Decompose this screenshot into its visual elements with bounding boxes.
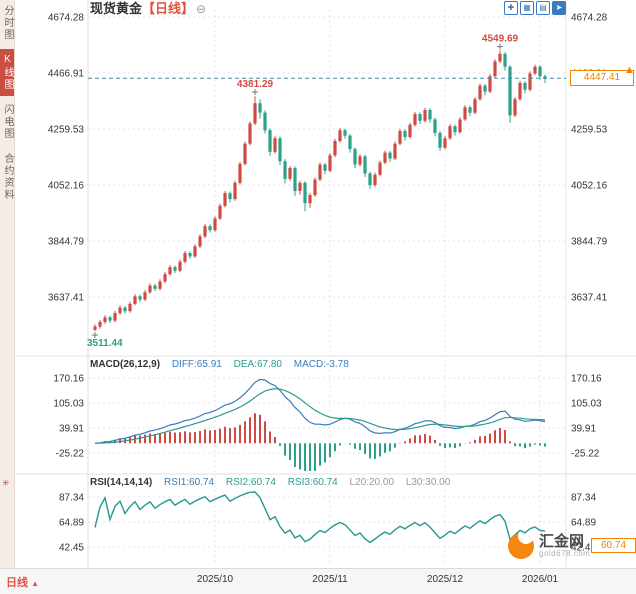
y-axis-tick-right: 3844.79 [571, 237, 608, 248]
y-axis-tick-left: 170.16 [53, 374, 84, 385]
rsi-title: RSI(14,14,14) [90, 477, 153, 488]
forward-icon[interactable]: ➤ [552, 1, 566, 15]
annotation-label: 4381.29 [237, 79, 274, 90]
y-axis-tick-right: 170.16 [571, 374, 602, 385]
period-dropdown-arrow: ▲ [31, 579, 39, 588]
y-axis-tick-right: 4259.53 [571, 125, 608, 136]
chart-type-sidebar: 分时图 K线图 闪电图 合约资料 [0, 0, 15, 568]
y-axis-tick-left: 4259.53 [48, 125, 85, 136]
x-axis-label: 2025/11 [312, 574, 348, 585]
y-axis-tick-right: 42.45 [571, 542, 596, 553]
y-axis-tick-left: 64.89 [59, 518, 84, 529]
current-price-box: 4447.41 [570, 70, 634, 86]
macd-diff-value: DIFF:65.91 [171, 359, 222, 370]
macd-diff-line [94, 378, 546, 444]
annotation-label: 4549.69 [482, 34, 519, 45]
y-axis-tick-left: 4674.28 [48, 13, 85, 24]
period-tag: 【日线】 [142, 1, 195, 16]
sidebar-tab-contract-info[interactable]: 合约资料 [2, 153, 13, 201]
rsi-l20-value: L20:20.00 [349, 477, 395, 488]
x-axis-label: 2025/10 [196, 574, 234, 585]
candlestick-series[interactable] [93, 50, 547, 332]
rsi1-line [94, 491, 546, 544]
y-axis-tick-right: -25.22 [571, 448, 600, 459]
chart-title: 现货黄金【日线】 ⊖ [90, 1, 206, 16]
y-axis-tick-left: 4466.91 [48, 69, 85, 80]
x-axis-bar: 日线 ▲ 2025/10 2025/11 2025/12 2026/01 [0, 568, 636, 594]
rsi3-value: RSI3:60.74 [287, 477, 338, 488]
x-axis-label: 2025/12 [426, 574, 464, 585]
y-axis-tick-left: 3637.41 [48, 293, 85, 304]
annotation-label: 3511.44 [87, 338, 123, 349]
panel-borders [0, 0, 636, 568]
y-axis-tick-right: 87.34 [571, 493, 596, 504]
y-axis-tick-left: 87.34 [59, 493, 84, 504]
y-axis-tick-right: 3637.41 [571, 293, 608, 304]
y-axis-tick-right: 4052.16 [571, 181, 608, 192]
rsi-settings-icon[interactable]: ✳ [2, 478, 10, 488]
y-axis-tick-left: 42.45 [59, 542, 84, 553]
watermark-site-name: 汇金网 [539, 532, 585, 550]
chart-grid-icon[interactable]: ▤ [536, 1, 550, 15]
period-selector[interactable]: 日线 ▲ [6, 577, 39, 589]
rsi3-line [94, 491, 546, 544]
rsi1-value: RSI1:60.74 [164, 477, 215, 488]
crosshair-icon[interactable]: ✚ [504, 1, 518, 15]
rsi2-value: RSI2:60.74 [225, 477, 276, 488]
y-axis-tick-left: 39.91 [59, 423, 84, 434]
symbol-name: 现货黄金 [90, 1, 143, 16]
sidebar-tab-kline[interactable]: K线图 [0, 49, 14, 96]
latest-price-arrow[interactable]: ▲ [624, 64, 635, 76]
y-axis-tick-left: 4052.16 [48, 181, 85, 192]
rsi-label-row: RSI(14,14,14) RSI1:60.74 RSI2:60.74 RSI3… [90, 477, 459, 488]
sidebar-tab-lightning[interactable]: 闪电图 [2, 104, 13, 140]
watermark: 汇金网 gold678.com [508, 533, 590, 559]
macd-dea-line [94, 388, 546, 444]
y-axis-tick-left: -25.22 [56, 448, 85, 459]
y-axis-tick-right: 105.03 [571, 399, 602, 410]
y-axis-tick-right: 64.89 [571, 518, 596, 529]
rsi-current-box: 60.74 [591, 538, 636, 553]
rsi-l30-value: L30:30.00 [405, 477, 451, 488]
y-axis-tick-right: 4674.28 [571, 13, 608, 24]
macd-label-row: MACD(26,12,9) DIFF:65.91 DEA:67.80 MACD:… [90, 359, 358, 370]
y-axis-tick-left: 3844.79 [48, 237, 85, 248]
chart-toolbar: ✚ ▦ ▤ ➤ [504, 1, 566, 15]
watermark-site-url: gold678.com [539, 548, 591, 558]
rsi2-line [94, 491, 546, 544]
indicators-icon[interactable]: ▦ [520, 1, 534, 15]
sidebar-tab-timeshare[interactable]: 分时图 [2, 5, 13, 41]
price-annotations: 3511.44 4381.29 4549.69 [87, 34, 519, 349]
macd-hist-value: MACD:-3.78 [293, 359, 349, 370]
axis-labels: 4674.284674.284466.914466.914259.534259.… [48, 13, 608, 554]
y-axis-tick-left: 105.03 [53, 399, 84, 410]
collapse-icon[interactable]: ⊖ [196, 2, 207, 16]
x-axis-label: 2026/01 [521, 574, 559, 585]
macd-dea-value: DEA:67.80 [233, 359, 282, 370]
macd-histogram [99, 413, 546, 471]
huijin-logo-icon [508, 533, 534, 559]
y-axis-tick-right: 39.91 [571, 423, 596, 434]
macd-title: MACD(26,12,9) [90, 359, 161, 370]
